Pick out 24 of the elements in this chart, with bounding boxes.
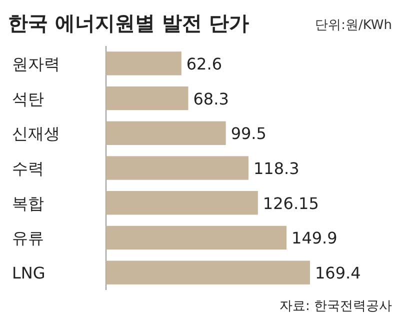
- bar: [106, 156, 248, 180]
- chart-title: 한국 에너지원별 발전 단가: [8, 11, 249, 35]
- text: 자료: 한국전력공사: [279, 299, 392, 314]
- y-tick-label: 유류: [12, 228, 44, 248]
- text: 단위:원/KWh: [315, 18, 392, 33]
- data-label: 99.5: [230, 124, 266, 144]
- y-tick-label: 복합: [12, 194, 44, 213]
- y-tick-label: 신재생: [12, 124, 60, 144]
- y-tick-label: 수력: [12, 159, 44, 178]
- bar: [106, 121, 226, 145]
- bar: [106, 260, 310, 284]
- data-label: 62.6: [186, 54, 222, 74]
- bar: [106, 191, 258, 215]
- y-tick-label: 석탄: [12, 89, 44, 108]
- bar: [106, 86, 188, 110]
- data-label: 149.9: [292, 228, 338, 248]
- y-tick-label: 원자력: [12, 54, 60, 74]
- bar: [106, 52, 182, 76]
- bar: [106, 226, 287, 250]
- data-label: 169.4: [315, 264, 361, 283]
- data-label: 68.3: [193, 89, 229, 108]
- data-label: 118.3: [253, 159, 300, 178]
- data-label: 126.15: [262, 194, 319, 213]
- y-tick-label: LNG: [12, 264, 46, 283]
